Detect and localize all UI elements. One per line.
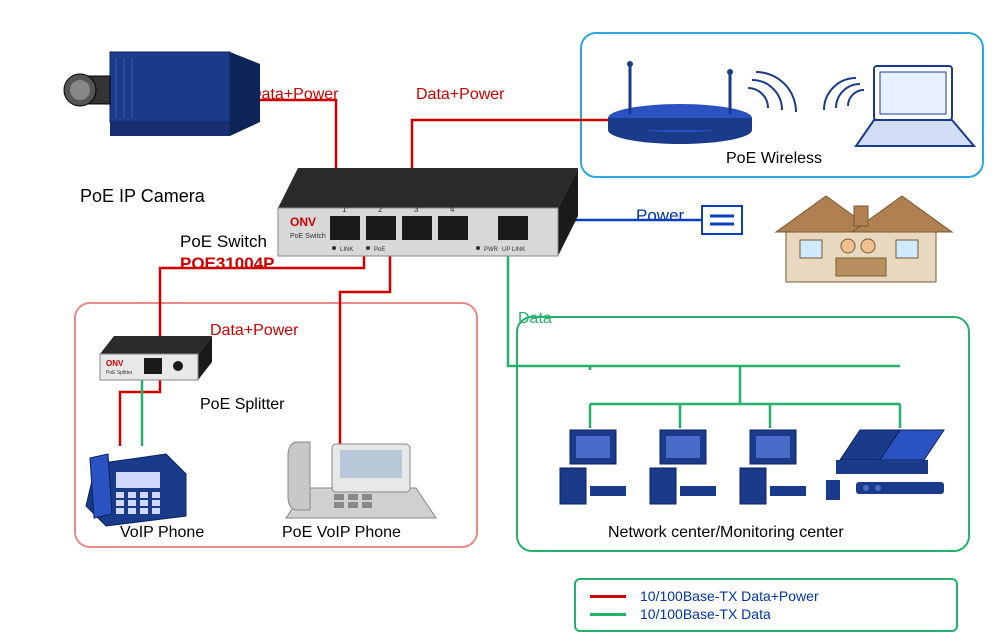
switch-subtitle-text: PoE Switch	[290, 233, 326, 240]
poe-voip-phone-label: PoE VoIP Phone	[282, 524, 401, 542]
switch-model-label: POE31004P	[180, 254, 275, 274]
house-icon	[776, 196, 952, 282]
svg-text:LINK: LINK	[340, 247, 353, 253]
svg-text:PoE: PoE	[374, 247, 385, 253]
svg-text:1: 1	[342, 205, 347, 214]
wireless-label: PoE Wireless	[726, 150, 822, 168]
switch-brand-text: ONV	[290, 215, 316, 229]
legend-box: 10/100Base-TX Data+Power 10/100Base-TX D…	[574, 578, 958, 632]
svg-text:UP LINK: UP LINK	[502, 247, 525, 253]
poe-switch-icon: ONV PoE Switch 1 2 3 4 LINK PoE PWR UP L…	[278, 168, 578, 256]
legend-swatch-green	[590, 613, 626, 616]
camera-label: PoE IP Camera	[80, 186, 205, 207]
svg-text:2: 2	[378, 205, 383, 214]
data-power-2-label: Data+Power	[416, 86, 505, 104]
voip-phone-label: VoIP Phone	[120, 524, 204, 542]
cable-camera	[214, 100, 336, 176]
power-label: Power	[636, 206, 684, 226]
splitter-label: PoE Splitter	[200, 396, 284, 414]
power-injector-icon	[702, 206, 742, 234]
legend-swatch-red	[590, 595, 626, 598]
svg-text:4: 4	[450, 205, 455, 214]
svg-text:PWR: PWR	[484, 247, 499, 253]
data-power-3-label: Data+Power	[210, 322, 299, 340]
legend-text-data-power: 10/100Base-TX Data+Power	[640, 588, 819, 604]
svg-text:3: 3	[414, 205, 419, 214]
network-center-label: Network center/Monitoring center	[608, 524, 844, 542]
network-group-box	[516, 316, 970, 552]
camera-icon	[64, 52, 260, 136]
switch-title-label: PoE Switch	[180, 232, 267, 252]
legend-row-data: 10/100Base-TX Data	[590, 606, 942, 622]
legend-text-data: 10/100Base-TX Data	[640, 606, 771, 622]
data-power-1-label: Data+Power	[250, 86, 339, 104]
data-label: Data	[518, 310, 552, 328]
legend-row-data-power: 10/100Base-TX Data+Power	[590, 588, 942, 604]
